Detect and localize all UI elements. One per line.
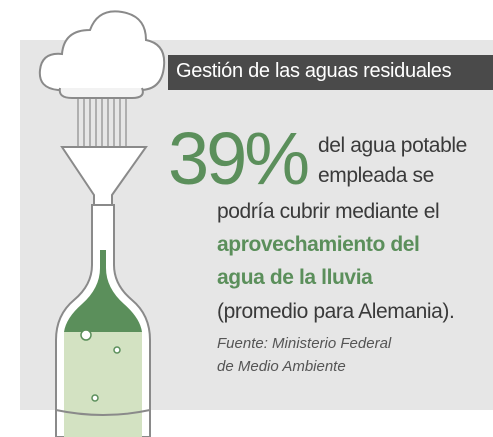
cloud-base — [60, 88, 143, 98]
title: Gestión de las aguas residuales — [176, 60, 451, 83]
stat-text: empleada se — [318, 164, 434, 188]
note: (promedio para Alemania). — [217, 300, 454, 324]
stat-text: del agua potable — [318, 134, 467, 158]
source: Fuente: Ministerio Federal — [217, 335, 391, 352]
statistic: 39% — [168, 116, 307, 201]
highlight-text: aprovechamiento del — [217, 233, 419, 257]
highlight-text: agua de la lluvia — [217, 266, 372, 290]
source: de Medio Ambiente — [217, 358, 346, 375]
body-text: podría cubrir mediante el — [217, 200, 439, 224]
water-light — [64, 332, 142, 437]
page: {"header":{"title":"Gestión de las aguas… — [0, 0, 493, 437]
